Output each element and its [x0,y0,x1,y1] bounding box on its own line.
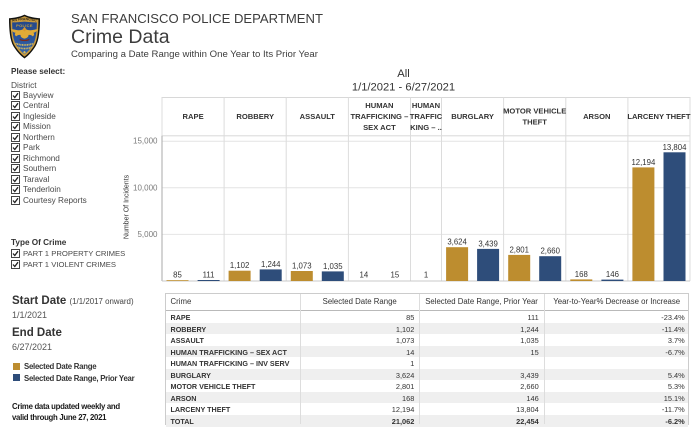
svg-text:1/1/2021 - 6/27/2021: 1/1/2021 - 6/27/2021 [352,82,455,94]
svg-text:HUMAN: HUMAN [365,101,393,110]
svg-text:15: 15 [391,271,400,280]
svg-text:2,801: 2,801 [509,245,529,254]
svg-text:1,102: 1,102 [230,261,250,270]
svg-text:111: 111 [203,271,215,280]
svg-text:1,073: 1,073 [292,262,312,271]
svg-text:168: 168 [575,270,588,279]
svg-text:KING – ..: KING – .. [410,123,442,132]
svg-text:146: 146 [606,270,619,279]
svg-text:All: All [397,68,409,80]
svg-text:2,660: 2,660 [540,247,560,256]
svg-text:BURGLARY: BURGLARY [451,112,494,121]
svg-text:3,624: 3,624 [447,238,467,247]
svg-text:HUMAN: HUMAN [412,101,440,110]
svg-text:5,000: 5,000 [137,230,158,239]
svg-text:1,244: 1,244 [261,260,281,269]
svg-text:12,194: 12,194 [631,158,656,167]
svg-text:TRAFFIC: TRAFFIC [410,112,443,121]
svg-text:15,000: 15,000 [133,137,158,146]
svg-text:1: 1 [424,271,428,280]
svg-text:POLICE: POLICE [16,23,33,28]
svg-text:10,000: 10,000 [133,183,158,192]
svg-text:LARCENY THEFT: LARCENY THEFT [627,112,691,121]
svg-text:THEFT: THEFT [522,118,547,127]
svg-text:TRAFFICKING –: TRAFFICKING – [351,112,409,121]
svg-text:1,035: 1,035 [323,262,343,271]
svg-text:SEX ACT: SEX ACT [363,123,396,132]
svg-text:13,804: 13,804 [663,143,688,152]
svg-text:MOTOR VEHICLE: MOTOR VEHICLE [503,107,566,116]
svg-text:Number Of Incidents: Number Of Incidents [124,174,131,239]
svg-text:3,439: 3,439 [478,239,498,248]
svg-text:ARSON: ARSON [583,112,610,121]
svg-text:RAPE: RAPE [183,112,204,121]
svg-text:14: 14 [360,271,369,280]
svg-text:85: 85 [173,271,182,280]
svg-text:ROBBERY: ROBBERY [236,112,274,121]
svg-text:SAN FRANCISCO: SAN FRANCISCO [8,14,38,23]
svg-text:ASSAULT: ASSAULT [300,112,336,121]
